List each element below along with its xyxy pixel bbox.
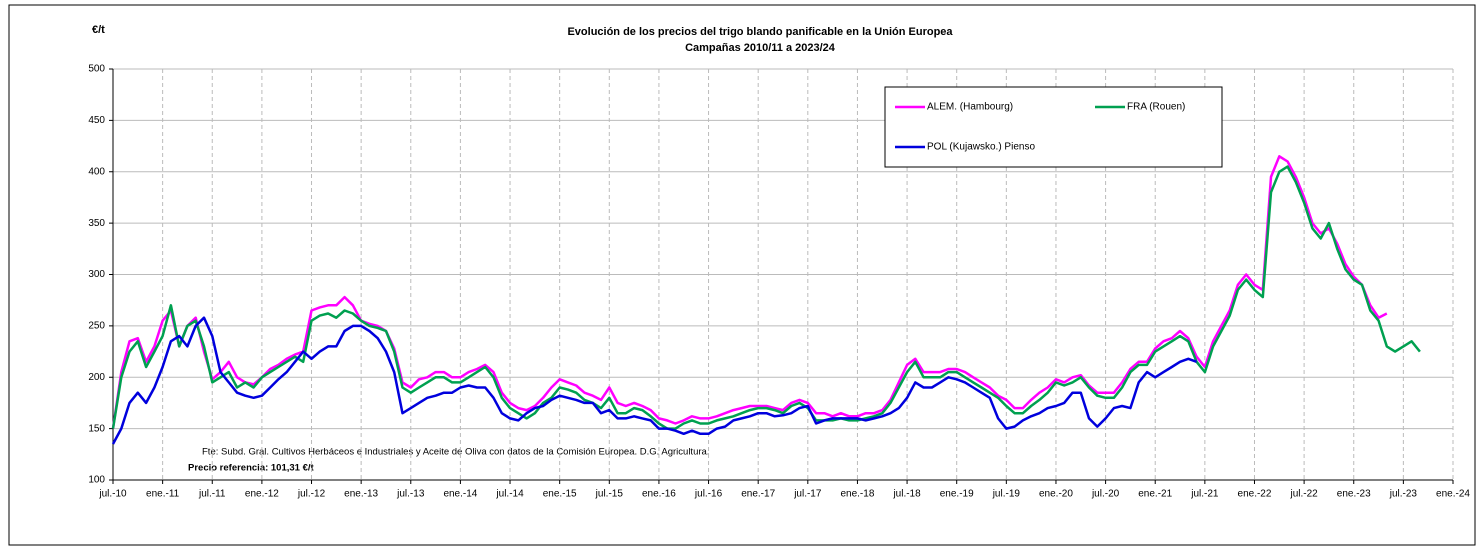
y-tick-label: 300 <box>88 269 105 280</box>
y-tick-label: 500 <box>88 64 105 75</box>
x-tick-label: jul.-19 <box>992 489 1021 500</box>
legend-label: ALEM. (Hambourg) <box>927 102 1013 113</box>
series-line <box>111 155 1388 429</box>
y-tick-label: 400 <box>88 166 105 177</box>
legend-label: POL (Kujawsko.) Pienso <box>927 142 1035 153</box>
legend <box>884 86 1223 168</box>
x-tick-label: jul.-12 <box>297 489 326 500</box>
legend-label: FRA (Rouen) <box>1127 102 1185 113</box>
x-tick-label: ene.-13 <box>344 489 378 500</box>
y-tick-label: 100 <box>88 475 105 486</box>
source-note: Fte: Subd. Gral. Cultivos Herbáceos e In… <box>202 447 709 458</box>
x-tick-label: jul.-11 <box>198 489 226 500</box>
x-tick-label: ene.-15 <box>543 489 577 500</box>
reference-note: Precio referencia: 101,31 €/t <box>188 463 315 474</box>
chart-subtitle: Campañas 2010/11 a 2023/24 <box>685 42 836 54</box>
y-tick-label: 250 <box>88 321 105 332</box>
x-tick-label: jul.-18 <box>892 489 921 500</box>
y-tick-label: 450 <box>88 115 105 126</box>
x-tick-label: ene.-18 <box>840 489 874 500</box>
x-tick-label: jul.-15 <box>595 489 624 500</box>
y-tick-label: 150 <box>88 423 105 434</box>
x-tick-label: jul.-14 <box>495 489 524 500</box>
x-tick-label: jul.-21 <box>1190 489 1219 500</box>
x-tick-label: ene.-20 <box>1039 489 1073 500</box>
x-tick-label: jul.-17 <box>793 489 822 500</box>
x-tick-label: ene.-21 <box>1138 489 1172 500</box>
x-tick-label: ene.-24 <box>1436 489 1470 500</box>
y-tick-label: 200 <box>88 372 105 383</box>
x-tick-label: jul.-10 <box>98 489 127 500</box>
series-line <box>111 316 1198 445</box>
chart-title: Evolución de los precios del trigo bland… <box>567 26 953 38</box>
x-tick-label: jul.-22 <box>1289 489 1318 500</box>
x-tick-label: ene.-16 <box>642 489 676 500</box>
x-tick-label: jul.-20 <box>1091 489 1120 500</box>
x-tick-label: ene.-22 <box>1238 489 1272 500</box>
x-tick-label: jul.-16 <box>694 489 723 500</box>
y-tick-label: 350 <box>88 218 105 229</box>
x-tick-label: jul.-13 <box>396 489 425 500</box>
x-tick-label: ene.-17 <box>741 489 775 500</box>
frame <box>8 4 1476 546</box>
x-tick-label: ene.-12 <box>245 489 279 500</box>
series-line <box>111 165 1421 430</box>
x-tick-label: ene.-14 <box>443 489 477 500</box>
y-axis-label: €/t <box>92 24 105 36</box>
x-tick-label: ene.-19 <box>940 489 974 500</box>
x-tick-label: ene.-23 <box>1337 489 1371 500</box>
x-tick-label: ene.-11 <box>146 489 180 500</box>
x-tick-label: jul.-23 <box>1389 489 1418 500</box>
